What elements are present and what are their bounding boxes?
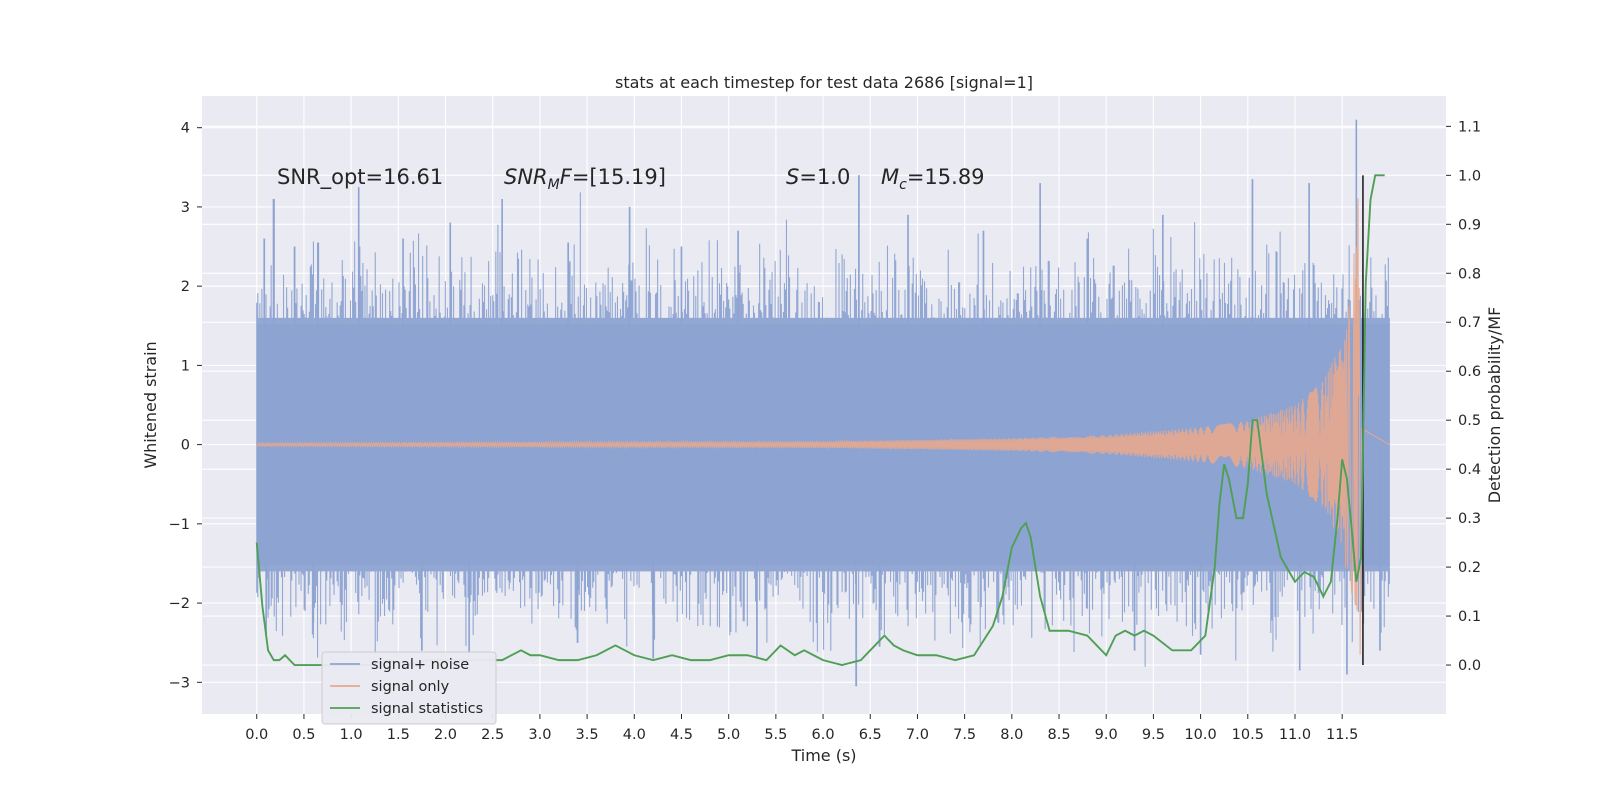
annotation-mc-value: Mc=15.89 xyxy=(881,165,985,193)
annotation-snr-mf: SNRMF=[15.19] xyxy=(504,165,666,193)
y2-tick-label: 0.8 xyxy=(1458,266,1481,282)
x-tick-label: 5.0 xyxy=(717,727,740,743)
y-tick-label: 3 xyxy=(181,200,190,216)
x-tick-label: 2.0 xyxy=(434,727,457,743)
x-tick-label: 0.5 xyxy=(292,727,315,743)
x-tick-label: 5.5 xyxy=(764,727,787,743)
annotation-snr-opt: SNR_opt=16.61 xyxy=(277,165,443,190)
y-tick-label: 2 xyxy=(181,279,190,295)
y-tick-label: −1 xyxy=(169,517,190,533)
legend-label-signal-plus-noise: signal+ noise xyxy=(371,657,469,673)
x-tick-label: 1.0 xyxy=(340,727,363,743)
y2-tick-label: 0.1 xyxy=(1458,609,1481,625)
y2-tick-label: 0.0 xyxy=(1458,658,1481,674)
y2-tick-label: 0.4 xyxy=(1458,462,1481,478)
legend-label-signal-statistics: signal statistics xyxy=(371,701,483,717)
x-tick-label: 0.0 xyxy=(245,727,268,743)
x-tick-label: 9.5 xyxy=(1142,727,1165,743)
x-tick-label: 11.0 xyxy=(1279,727,1311,743)
y2-tick-label: 1.1 xyxy=(1458,119,1481,135)
y-axis-ticks: −3 −2 −1 0 1 2 3 4 xyxy=(169,121,202,691)
chart-title: stats at each timestep for test data 268… xyxy=(615,73,1033,92)
x-tick-label: 4.0 xyxy=(623,727,646,743)
x-tick-label: 11.5 xyxy=(1326,727,1358,743)
y2-axis-label: Detection probability/MF xyxy=(1485,307,1504,504)
y2-tick-label: 0.3 xyxy=(1458,511,1481,527)
y-tick-label: 1 xyxy=(181,358,190,374)
x-tick-label: 7.5 xyxy=(953,727,976,743)
y-axis-label: Whitened strain xyxy=(141,341,160,468)
y2-tick-label: 0.7 xyxy=(1458,315,1481,331)
x-tick-label: 6.5 xyxy=(859,727,882,743)
x-tick-label: 3.0 xyxy=(528,727,551,743)
y-tick-label: 4 xyxy=(181,121,190,137)
x-tick-label: 7.0 xyxy=(906,727,929,743)
y2-tick-label: 0.2 xyxy=(1458,560,1481,576)
x-tick-label: 6.0 xyxy=(812,727,835,743)
x-axis-label: Time (s) xyxy=(790,746,856,765)
legend-box xyxy=(321,651,497,725)
x-tick-label: 4.5 xyxy=(670,727,693,743)
plot-area xyxy=(255,119,1390,687)
x-tick-label: 3.5 xyxy=(576,727,599,743)
y-tick-label: 0 xyxy=(181,438,190,454)
y2-axis-ticks: 0.0 0.1 0.2 0.3 0.4 0.5 0.6 0.7 0.8 0.9 1.0 1.1 xyxy=(1446,119,1481,674)
legend-label-signal-only: signal only xyxy=(371,679,450,695)
y2-tick-label: 1.0 xyxy=(1458,168,1481,184)
x-tick-label: 10.5 xyxy=(1232,727,1264,743)
y2-tick-label: 0.9 xyxy=(1458,217,1481,233)
legend: signal+ noise signal only signal statist… xyxy=(321,651,497,725)
x-tick-label: 8.5 xyxy=(1047,727,1070,743)
x-tick-label: 10.0 xyxy=(1184,727,1216,743)
x-axis-ticks: 0.0 0.5 1.0 1.5 2.0 2.5 3.0 3.5 4.0 4.5 5.0 5.5 6.0 6… xyxy=(245,714,1358,743)
annotation-s-value: S=1.0 xyxy=(786,165,850,189)
signal-only-trace xyxy=(256,198,1390,655)
x-tick-label: 9.0 xyxy=(1095,727,1118,743)
y2-tick-label: 0.6 xyxy=(1458,364,1481,380)
y-tick-label: −3 xyxy=(169,675,190,691)
y2-tick-label: 0.5 xyxy=(1458,413,1481,429)
x-tick-label: 1.5 xyxy=(387,727,410,743)
y-tick-label: −2 xyxy=(169,596,190,612)
x-tick-label: 8.0 xyxy=(1000,727,1023,743)
x-tick-label: 2.5 xyxy=(481,727,504,743)
